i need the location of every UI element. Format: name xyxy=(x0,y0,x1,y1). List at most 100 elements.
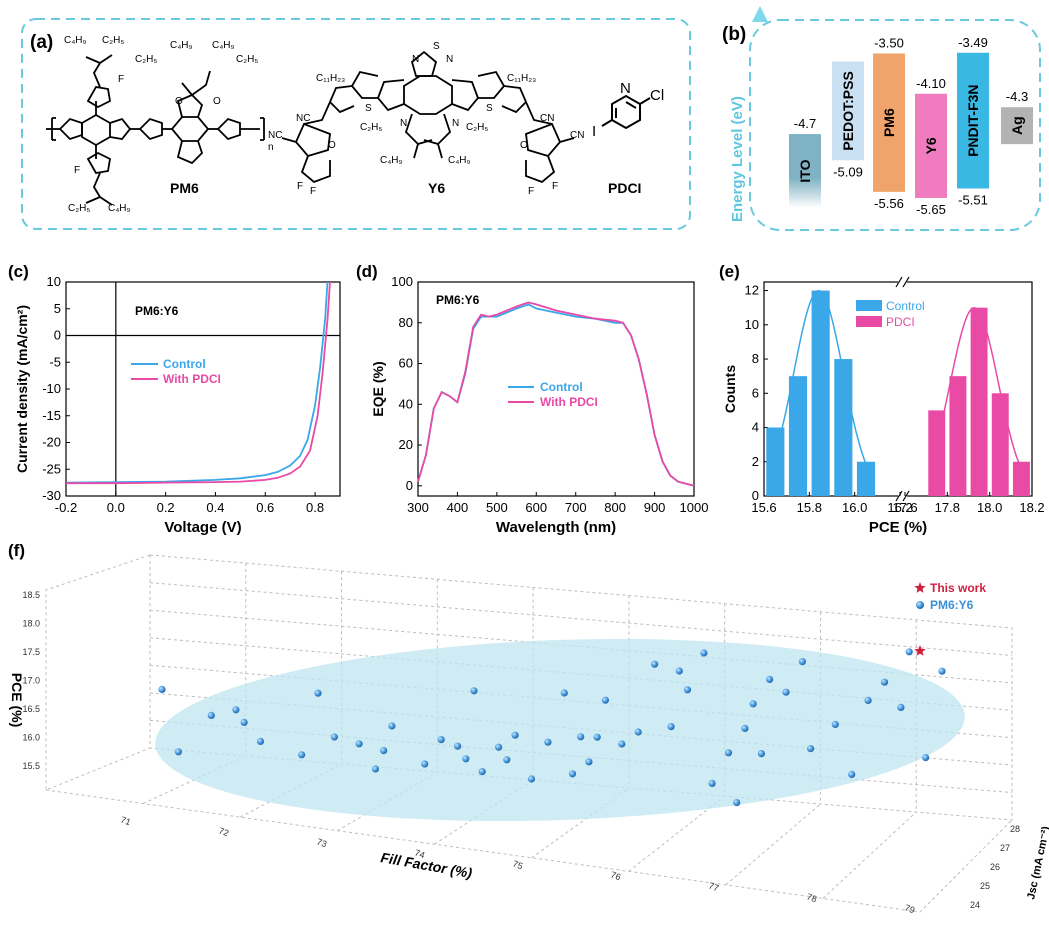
energy-bar-top-2: -3.50 xyxy=(874,35,904,50)
pce-histogram: 15.6 15.8 16.0 16.217.6 17.8 18.0 18.2 12 10 8 6 4 2… xyxy=(722,276,1045,536)
data-point-44 xyxy=(782,688,790,696)
y6-label-f-4: F xyxy=(552,181,558,192)
gaussian-fit-0 xyxy=(770,289,872,475)
data-point-46 xyxy=(807,745,815,753)
x-tick-label: 74 xyxy=(413,847,426,860)
data-point-37 xyxy=(708,779,716,788)
energy-bar-fade xyxy=(789,178,821,208)
data-point-34 xyxy=(675,667,683,675)
axis-break-bottom-1 xyxy=(895,490,903,502)
x-tick-label: 0.0 xyxy=(107,500,125,515)
panel-c-label: (c) xyxy=(8,262,29,281)
panel-b-frame xyxy=(749,19,1041,231)
legend-label-0: Control xyxy=(886,299,925,313)
data-point-25 xyxy=(568,770,577,778)
y6-label-s-2: S xyxy=(365,103,372,114)
data-point-51 xyxy=(897,703,905,712)
histogram-bar-1-4 xyxy=(1012,461,1030,496)
x-tick-label: 18.0 xyxy=(977,500,1002,515)
y6-label-s-1: S xyxy=(433,41,440,52)
panel-f-label: (f) xyxy=(8,541,25,560)
axis-break-bottom-mask xyxy=(898,490,907,502)
y6-label-o-1: O xyxy=(328,140,336,151)
data-point-3 xyxy=(232,706,240,714)
pm6-label-f-1: F xyxy=(118,74,124,85)
panel-a: (a) xyxy=(21,18,691,230)
y-tick-label: 40 xyxy=(399,396,413,411)
pm6-label-c4h9-1: C₄H₉ xyxy=(64,35,87,46)
y6-label-c4h9-2: C₄H₉ xyxy=(448,155,471,166)
data-point-50 xyxy=(880,678,889,686)
y6-label-c2h5-2: C₂H₅ xyxy=(466,122,488,133)
data-point-5 xyxy=(256,737,265,746)
x-axis-label: Wavelength (nm) xyxy=(496,519,616,536)
y-tick-label: 100 xyxy=(391,274,413,289)
data-point-14 xyxy=(437,736,445,744)
x-tick-label: 18.2 xyxy=(1019,500,1044,515)
y6-label-n-4: N xyxy=(452,118,459,129)
histogram-bar-1-0 xyxy=(928,410,946,496)
eqe-chart: 300 400 500 600 700 800 900 1000 100 80 60 40 20 0 Wav… xyxy=(370,274,708,536)
pdci-atom-labels: N Cl I xyxy=(592,80,664,140)
x-tick-label: 75 xyxy=(511,858,524,871)
pm6-name: PM6 xyxy=(170,180,199,196)
data-point-41 xyxy=(749,700,757,708)
data-point-8 xyxy=(330,733,338,741)
x-tick-label: 500 xyxy=(486,500,508,515)
panel-a-frame xyxy=(21,18,691,230)
energy-bar-name-5: Ag xyxy=(1009,116,1025,135)
series-line-0 xyxy=(65,281,329,484)
histogram-bar-0-1 xyxy=(788,376,808,496)
energy-bar-2 xyxy=(873,53,905,192)
legend-label-1: With PDCI xyxy=(540,395,598,409)
y-axis-label: PCE (%) xyxy=(9,673,25,727)
x-tick-label: 0.4 xyxy=(206,500,224,515)
data-point-53 xyxy=(922,754,930,762)
x-tick-label: -0.2 xyxy=(55,500,77,515)
pm6-label-o-2: O xyxy=(213,96,221,107)
axis-break-bottom-2 xyxy=(902,490,910,502)
y-axis-label: EQE (%) xyxy=(370,361,386,416)
legend-label-0: Control xyxy=(163,357,206,371)
panel-d-label: (d) xyxy=(356,262,378,281)
data-point-6 xyxy=(298,751,306,759)
data-point-47 xyxy=(831,720,839,729)
panel-f: (f) 18.5 18.0 17.5 17.0 16.5 16.0 15.5 PCE (%) 7… xyxy=(8,541,1049,915)
z-tick-label: 25 xyxy=(980,881,990,891)
x-tick-label: 16.2 xyxy=(887,500,912,515)
pm6-thiophene-1 xyxy=(58,117,83,141)
data-point-22 xyxy=(527,775,536,783)
x-tick-label: 76 xyxy=(609,869,622,882)
pm6-label-c2h5-1: C₂H₅ xyxy=(102,35,124,46)
x-tick-label: 72 xyxy=(217,825,230,838)
energy-bar-bottom-3: -5.65 xyxy=(916,202,946,217)
data-point-26 xyxy=(577,733,585,741)
pdci-label-i: I xyxy=(592,123,596,140)
x-tick-label: 16.0 xyxy=(842,500,867,515)
energy-bar-5 xyxy=(1001,107,1033,145)
plot-frame xyxy=(417,281,695,497)
energy-axis-label: Energy Level (eV) xyxy=(729,96,746,222)
y6-thiadiazole xyxy=(410,50,438,77)
x-tick-label: 79 xyxy=(903,902,916,915)
axis-break-top-1 xyxy=(895,276,903,288)
pm6-atom-labels: C₄H₉ C₂H₅ F F C₂H₅ C₄H₉ C₂H₅ C₄H₉ C₄H₉ C… xyxy=(64,35,274,214)
floor-grid xyxy=(628,795,725,872)
data-point-10 xyxy=(371,765,380,773)
data-point-31 xyxy=(634,728,642,736)
pdci-name: PDCI xyxy=(608,180,641,196)
data-point-18 xyxy=(478,768,486,776)
series-line-1 xyxy=(417,301,695,487)
y6-label-s-3: S xyxy=(486,103,493,114)
energy-bar-1 xyxy=(832,61,864,161)
y6-label-nc-1: NC xyxy=(296,113,310,124)
data-point-23 xyxy=(544,738,552,746)
y-tick-label: -15 xyxy=(42,408,61,423)
data-point-0 xyxy=(158,685,166,694)
y-tick-label: 5 xyxy=(54,301,61,316)
axis-break-top-mask xyxy=(898,276,907,288)
y-tick-label: 60 xyxy=(399,356,413,371)
y-axis-label: Counts xyxy=(722,365,738,413)
y6-end-group-right xyxy=(525,122,562,158)
